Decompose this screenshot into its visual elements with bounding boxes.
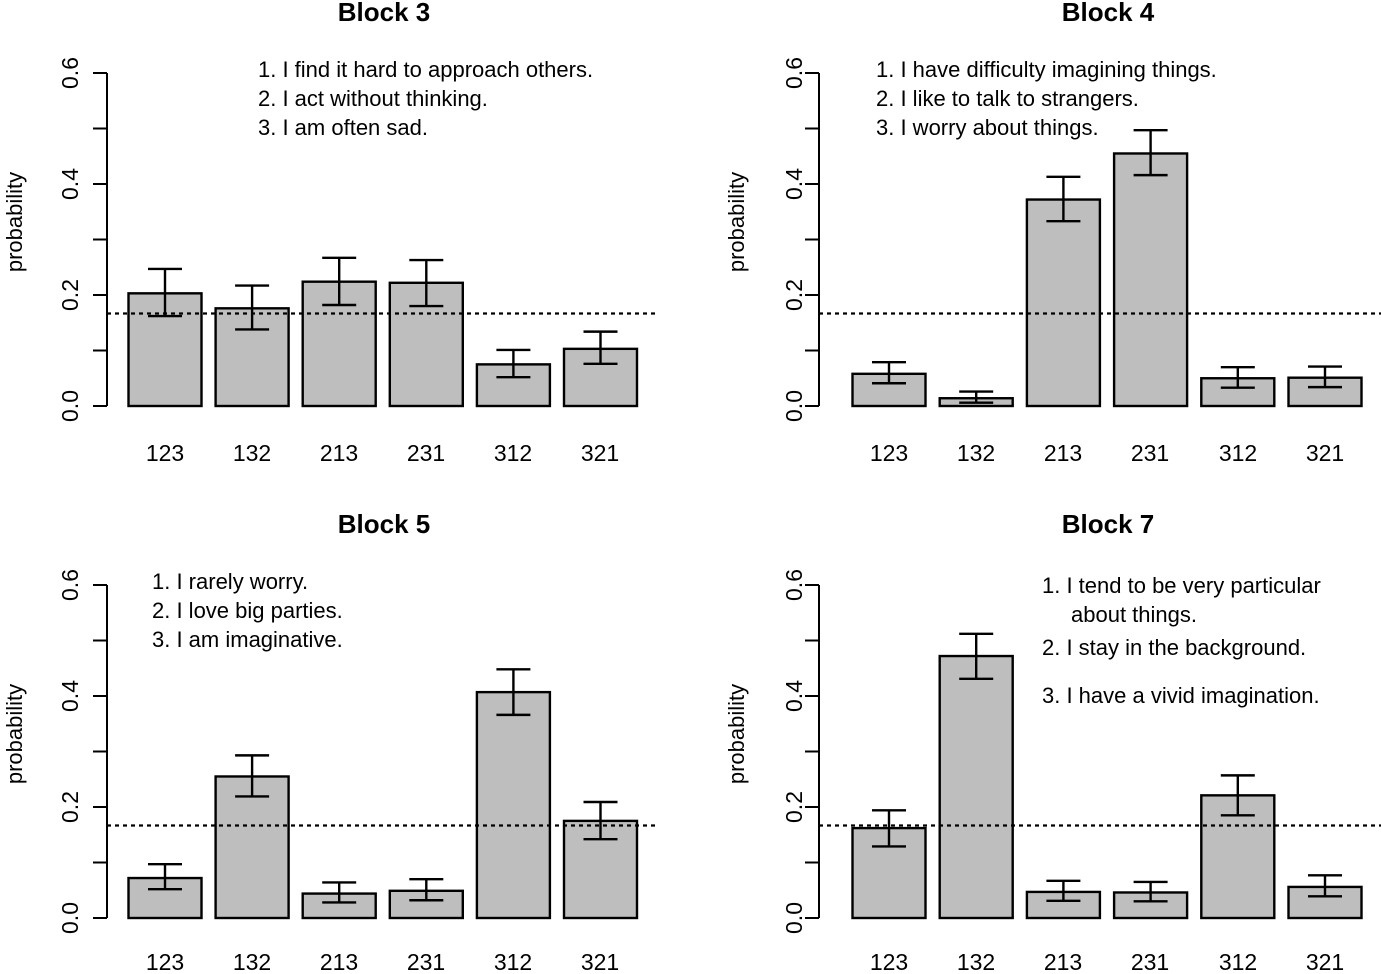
y-tick-label: 0.4 [781, 680, 807, 712]
error-bar [583, 330, 618, 366]
y-tick-label: 0.6 [57, 569, 83, 601]
error-bar [409, 258, 444, 308]
x-tick-label: 123 [146, 949, 184, 974]
error-bar [235, 754, 270, 798]
panel-title: Block 5 [338, 509, 431, 539]
y-tick-label: 0.4 [57, 680, 83, 712]
bar [1025, 198, 1102, 408]
x-tick-label: 132 [957, 440, 995, 466]
bar [1112, 152, 1189, 408]
annotation-line: 3. I have a vivid imagination. [1042, 683, 1320, 708]
error-bar [1308, 365, 1342, 389]
annotation-line: 3. I am often sad. [258, 115, 428, 140]
error-bar [496, 668, 531, 717]
annotation-line: 2. I act without thinking. [258, 86, 488, 111]
x-tick-label: 312 [494, 949, 532, 974]
error-bar [1046, 879, 1081, 902]
error-bar [409, 877, 444, 902]
x-tick-label: 231 [1131, 440, 1169, 466]
error-bar [148, 862, 182, 891]
error-bar [872, 360, 906, 385]
x-tick-label: 321 [1306, 440, 1344, 466]
y-tick-label: 0.0 [57, 902, 83, 934]
x-tick-label: 321 [581, 949, 619, 974]
error-bar [1133, 880, 1168, 903]
y-tick-label: 0.4 [781, 168, 807, 200]
panel-block-4: Block 4 probability 0.0 0.2 0.4 0.6 123 … [724, 0, 1381, 466]
bar [851, 826, 927, 920]
error-bar [1220, 365, 1255, 389]
annotation-line: 1. I have difficulty imagining things. [876, 57, 1217, 82]
bar [301, 280, 377, 408]
y-axis-label: probability [2, 172, 27, 272]
y-tick-label: 0.6 [781, 57, 807, 89]
annotation-line: 3. I am imaginative. [152, 627, 343, 652]
annotation-line: 1. I tend to be very particular [1042, 573, 1321, 598]
bar [214, 775, 290, 920]
error-bar [1308, 874, 1342, 898]
x-tick-label: 312 [494, 440, 532, 466]
error-bar [959, 632, 994, 680]
y-tick-label: 0.0 [781, 390, 807, 422]
annotation-line: about things. [1071, 602, 1197, 627]
y-tick-label: 0.0 [781, 902, 807, 934]
annotation-line: 1. I find it hard to approach others. [258, 57, 593, 82]
y-axis-label: probability [724, 684, 749, 784]
x-tick-label: 231 [1131, 949, 1169, 974]
error-bar [1046, 175, 1081, 223]
x-tick-label: 213 [320, 949, 358, 974]
x-tick-label: 132 [233, 949, 271, 974]
y-tick-label: 0.2 [57, 279, 83, 311]
y-tick-label: 0.6 [57, 57, 83, 89]
y-tick-label: 0.2 [57, 791, 83, 823]
x-tick-label: 213 [320, 440, 358, 466]
x-tick-label: 231 [407, 949, 445, 974]
y-axis-label: probability [724, 172, 749, 272]
x-tick-label: 123 [146, 440, 184, 466]
x-tick-label: 123 [870, 440, 908, 466]
panel-title: Block 3 [338, 0, 431, 27]
x-tick-label: 312 [1219, 440, 1257, 466]
x-tick-label: 132 [233, 440, 271, 466]
panel-title: Block 7 [1062, 509, 1155, 539]
error-bar [583, 800, 618, 841]
error-bar [496, 348, 531, 379]
error-bar [1133, 128, 1168, 177]
y-tick-label: 0.6 [781, 569, 807, 601]
y-tick-label: 0.2 [781, 279, 807, 311]
x-tick-label: 213 [1044, 949, 1082, 974]
y-tick-label: 0.2 [781, 791, 807, 823]
bar [938, 654, 1014, 920]
x-tick-label: 213 [1044, 440, 1082, 466]
y-tick-label: 0.0 [57, 390, 83, 422]
error-bar [959, 390, 994, 404]
error-bar [322, 881, 357, 904]
bar [1025, 890, 1102, 920]
bar [475, 690, 552, 920]
x-tick-label: 123 [870, 949, 908, 974]
error-bar [872, 809, 906, 848]
annotation-line: 2. I love big parties. [152, 598, 343, 623]
x-tick-label: 321 [1306, 949, 1344, 974]
x-tick-label: 321 [581, 440, 619, 466]
annotation-line: 2. I stay in the background. [1042, 635, 1306, 660]
x-tick-label: 231 [407, 440, 445, 466]
panel-block-3: Block 3 probability 0.0 0.2 0.4 0.6 123 … [2, 0, 657, 466]
annotation-line: 1. I rarely worry. [152, 569, 308, 594]
y-axis-label: probability [2, 684, 27, 784]
error-bar [235, 284, 270, 331]
y-tick-label: 0.4 [57, 168, 83, 200]
annotation-line: 3. I worry about things. [876, 115, 1099, 140]
annotation-line: 2. I like to talk to strangers. [876, 86, 1139, 111]
panel-title: Block 4 [1062, 0, 1155, 27]
error-bar [322, 256, 357, 307]
x-tick-label: 132 [957, 949, 995, 974]
bar [475, 363, 552, 408]
panel-block-5: Block 5 probability 0.0 0.2 0.4 0.6 123 … [2, 509, 657, 974]
error-bar [148, 267, 182, 318]
panel-block-7: Block 7 probability 0.0 0.2 0.4 0.6 123 … [724, 509, 1381, 974]
x-tick-label: 312 [1219, 949, 1257, 974]
error-bar [1220, 774, 1255, 817]
